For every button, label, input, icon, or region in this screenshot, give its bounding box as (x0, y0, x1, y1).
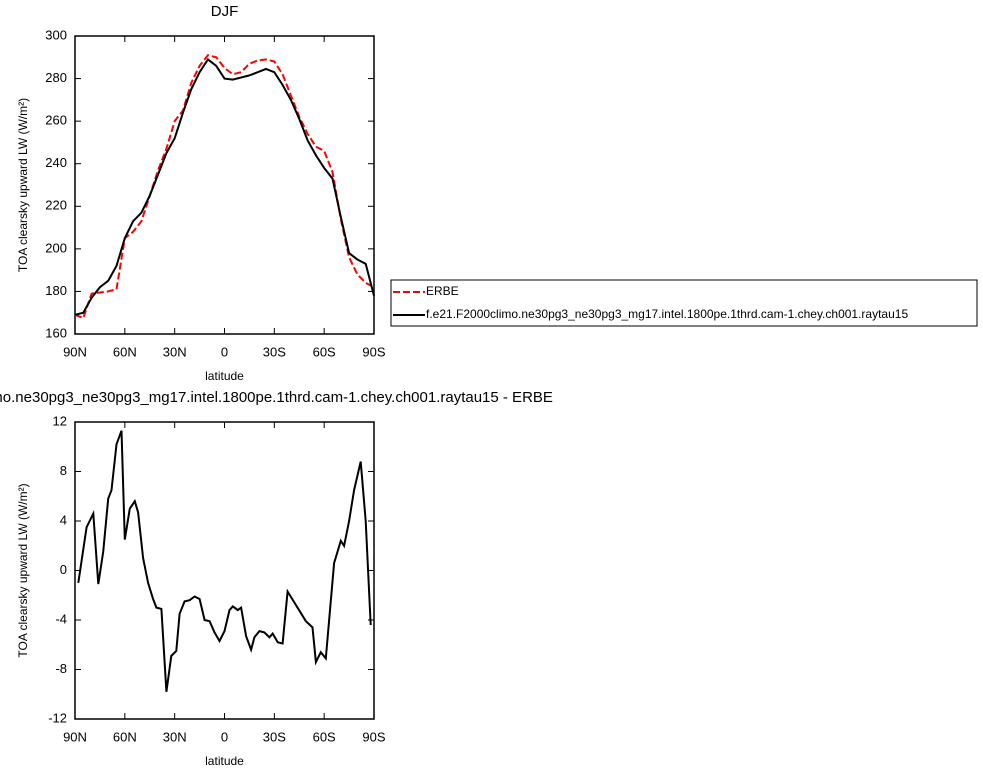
y-tick-label: -8 (55, 661, 67, 676)
x-tick-label: 0 (221, 344, 228, 359)
y-tick-label: 4 (60, 512, 67, 527)
data-line (74, 57, 375, 316)
y-tick-label: 300 (45, 27, 67, 42)
x-axis-label: latitude (205, 754, 244, 768)
x-tick-label: 30N (163, 729, 187, 744)
y-axis-label: TOA clearsky upward LW (W/m²) (16, 483, 30, 657)
x-tick-label: 90N (63, 344, 87, 359)
x-tick-label: 60S (313, 344, 336, 359)
y-tick-label: 180 (45, 283, 67, 298)
y-axis-label: TOA clearsky upward LW (W/m²) (16, 98, 30, 272)
y-tick-label: 240 (45, 155, 67, 170)
y-tick-label: 0 (60, 562, 67, 577)
x-tick-label: 90S (362, 729, 385, 744)
x-tick-label: 30N (163, 344, 187, 359)
y-tick-label: -4 (55, 611, 67, 626)
y-tick-label: 220 (45, 198, 67, 213)
x-tick-label: 60N (113, 729, 137, 744)
legend-label: f.e21.F2000climo.ne30pg3_ne30pg3_mg17.in… (426, 307, 908, 321)
x-axis-label: latitude (205, 369, 244, 383)
x-tick-label: 30S (263, 729, 286, 744)
legend-label: ERBE (426, 284, 459, 298)
x-tick-label: 90S (362, 344, 385, 359)
chart-title: f.e21.F2000climo.ne30pg3_ne30pg3_mg17.in… (0, 389, 553, 406)
y-tick-label: 12 (53, 413, 67, 428)
y-tick-label: 200 (45, 240, 67, 255)
plot-frame (74, 421, 375, 720)
x-tick-label: 90N (63, 729, 87, 744)
y-tick-label: -12 (48, 710, 67, 725)
y-tick-label: 8 (60, 463, 67, 478)
data-line (77, 430, 372, 692)
x-tick-label: 60N (113, 344, 137, 359)
legend-box (390, 279, 978, 327)
x-tick-label: 30S (263, 344, 286, 359)
data-line (74, 54, 375, 320)
chart-title: DJF (211, 3, 239, 20)
y-tick-label: 160 (45, 325, 67, 340)
plot-frame (74, 35, 375, 335)
y-tick-label: 260 (45, 113, 67, 128)
x-tick-label: 0 (221, 729, 228, 744)
x-tick-label: 60S (313, 729, 336, 744)
y-tick-label: 280 (45, 70, 67, 85)
